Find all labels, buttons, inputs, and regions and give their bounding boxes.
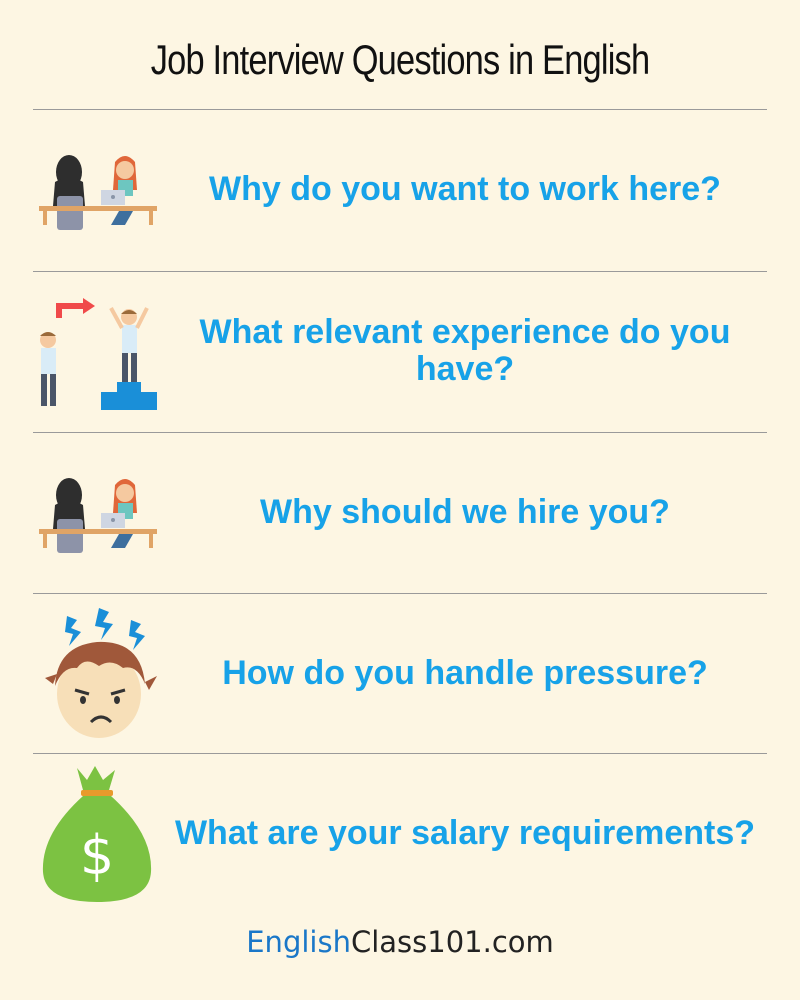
question-row: What relevant experience do you have? xyxy=(33,272,767,430)
divider xyxy=(33,432,767,433)
question-text: How do you handle pressure? xyxy=(222,653,708,692)
brand-name-part2: Class101.com xyxy=(350,925,554,959)
question-row: Why do you want to work here? xyxy=(33,110,767,268)
divider xyxy=(33,109,767,110)
svg-text:$: $ xyxy=(80,824,114,887)
divider xyxy=(33,271,767,272)
interview-desk-icon xyxy=(33,110,163,268)
interview-desk-icon xyxy=(33,433,163,591)
promotion-icon xyxy=(33,272,163,430)
stressed-face-icon xyxy=(33,594,163,752)
question-text: Why should we hire you? xyxy=(260,492,670,531)
question-text: What relevant experience do you have? xyxy=(199,313,731,388)
question-text: What are your salary requirements? xyxy=(174,813,756,852)
divider xyxy=(33,593,767,594)
divider xyxy=(33,753,767,754)
brand-footer: EnglishClass101.com xyxy=(0,920,800,964)
money-bag-icon: $ xyxy=(33,754,163,912)
page-title: Job Interview Questions in English xyxy=(150,36,650,83)
brand-name-part1: English xyxy=(246,925,351,959)
question-row: $ What are your salary requirements? xyxy=(33,754,767,912)
question-row: How do you handle pressure? xyxy=(33,594,767,752)
question-text: Why do you want to work here? xyxy=(209,169,721,208)
question-row: Why should we hire you? xyxy=(33,433,767,591)
